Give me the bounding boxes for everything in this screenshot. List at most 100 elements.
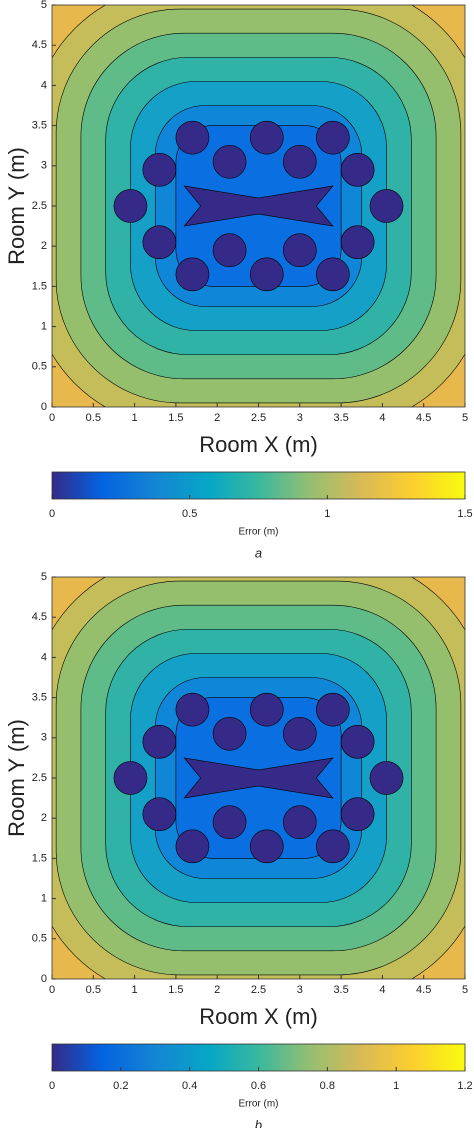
y-tick-label: 4 <box>41 79 47 91</box>
x-tick-label: 4 <box>379 412 385 424</box>
contour-band <box>183 185 334 227</box>
colorbar-label: Error (m) <box>239 527 279 538</box>
contour-band <box>175 257 210 292</box>
contour-band <box>142 797 177 831</box>
y-tick-label: 1.5 <box>32 280 47 292</box>
y-tick-label: 0.5 <box>32 933 47 945</box>
y-tick-label: 1 <box>41 321 47 333</box>
y-tick-label: 3.5 <box>32 120 47 132</box>
y-tick-label: 2 <box>41 240 47 252</box>
x-tick-label: 2.5 <box>251 984 266 996</box>
x-tick-label: 0 <box>49 412 55 424</box>
y-tick-label: 4 <box>41 651 47 663</box>
contour-band <box>183 757 334 799</box>
colorbar-tick-label: 0 <box>49 508 55 520</box>
colorbar-tick-label: 0.5 <box>182 508 197 520</box>
contour-band <box>142 153 177 187</box>
y-tick-label: 1.5 <box>32 852 47 864</box>
contour-band <box>369 189 404 223</box>
x-tick-label: 1 <box>132 984 138 996</box>
x-tick-label: 3.5 <box>333 984 348 996</box>
caption: a <box>255 545 262 560</box>
contour-band <box>212 233 247 268</box>
y-tick-label: 0 <box>41 401 47 413</box>
contour-band <box>282 233 317 268</box>
contour-band <box>175 120 210 155</box>
x-tick-label: 4.5 <box>416 412 431 424</box>
contour-band <box>249 692 284 727</box>
x-tick-label: 2 <box>214 984 220 996</box>
y-tick-label: 5 <box>41 0 47 11</box>
y-tick-label: 3.5 <box>32 692 47 704</box>
colorbar-tick-label: 0.8 <box>320 1080 335 1092</box>
contour-band <box>316 257 350 292</box>
contour-band <box>249 257 284 292</box>
contour-band <box>282 716 317 751</box>
x-tick-label: 2.5 <box>251 412 266 424</box>
contour-band <box>316 692 350 727</box>
contour-band <box>282 144 317 179</box>
x-tick-label: 1.5 <box>168 412 183 424</box>
x-tick-label: 3 <box>297 412 303 424</box>
contour-band <box>340 225 375 259</box>
y-tick-label: 2 <box>41 812 47 824</box>
contour-band <box>212 144 247 179</box>
x-tick-label: 4 <box>379 984 385 996</box>
contour-band <box>142 225 177 259</box>
colorbar <box>51 471 466 500</box>
colorbar-tick-label: 0.4 <box>182 1080 197 1092</box>
x-tick-label: 4.5 <box>416 984 431 996</box>
y-tick-label: 2.5 <box>32 772 47 784</box>
y-tick-label: 0.5 <box>32 361 47 373</box>
contour-band <box>249 120 284 155</box>
y-tick-label: 3 <box>41 732 47 744</box>
contour-band <box>175 692 210 727</box>
contour-band <box>113 761 148 795</box>
colorbar-label: Error (m) <box>239 1099 279 1110</box>
x-axis-label: Room X (m) <box>199 1004 318 1029</box>
y-axis-label: Room Y (m) <box>4 147 29 265</box>
colorbar-tick-label: 0.6 <box>251 1080 266 1092</box>
x-tick-label: 5 <box>462 412 468 424</box>
contour-band <box>249 829 284 864</box>
contour-band <box>340 724 375 759</box>
contour-band <box>212 805 247 840</box>
y-tick-label: 0 <box>41 973 47 985</box>
contour-plot <box>52 5 465 407</box>
y-tick-label: 5 <box>41 571 47 583</box>
contour-band <box>175 829 210 864</box>
colorbar-tick-label: 1.2 <box>457 1080 472 1092</box>
x-tick-label: 5 <box>462 984 468 996</box>
colorbar <box>51 1043 466 1072</box>
colorbar-tick-label: 1 <box>324 508 330 520</box>
y-tick-label: 4.5 <box>32 611 47 623</box>
colorbar-tick-label: 0 <box>49 1080 55 1092</box>
contour-band <box>113 189 148 223</box>
x-axis-label: Room X (m) <box>199 432 318 457</box>
contour-band <box>316 120 350 155</box>
contour-band <box>340 153 375 187</box>
contour-band <box>212 716 247 751</box>
x-tick-label: 3.5 <box>333 412 348 424</box>
contour-plot <box>52 577 465 979</box>
x-tick-label: 0 <box>49 984 55 996</box>
contour-band <box>369 761 404 795</box>
colorbar-tick-label: 0.2 <box>113 1080 128 1092</box>
contour-band <box>282 805 317 840</box>
x-tick-label: 1.5 <box>168 984 183 996</box>
x-tick-label: 2 <box>214 412 220 424</box>
x-tick-label: 1 <box>132 412 138 424</box>
x-tick-label: 0.5 <box>86 984 101 996</box>
y-tick-label: 1 <box>41 893 47 905</box>
contour-band <box>142 724 177 759</box>
y-tick-label: 2.5 <box>32 200 47 212</box>
y-axis-label: Room Y (m) <box>4 719 29 837</box>
caption: b <box>255 1117 262 1128</box>
contour-band <box>340 797 375 831</box>
y-tick-label: 4.5 <box>32 39 47 51</box>
contour-band <box>316 829 350 864</box>
colorbar-tick-label: 1 <box>393 1080 399 1092</box>
y-tick-label: 3 <box>41 160 47 172</box>
colorbar-tick-label: 1.5 <box>457 508 472 520</box>
